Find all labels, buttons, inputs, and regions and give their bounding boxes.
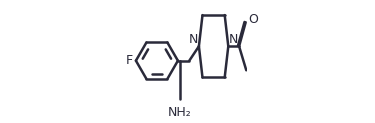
- Text: N: N: [229, 33, 238, 46]
- Text: O: O: [248, 13, 258, 26]
- Text: F: F: [126, 54, 133, 67]
- Text: NH₂: NH₂: [168, 106, 192, 119]
- Text: N: N: [189, 33, 198, 46]
